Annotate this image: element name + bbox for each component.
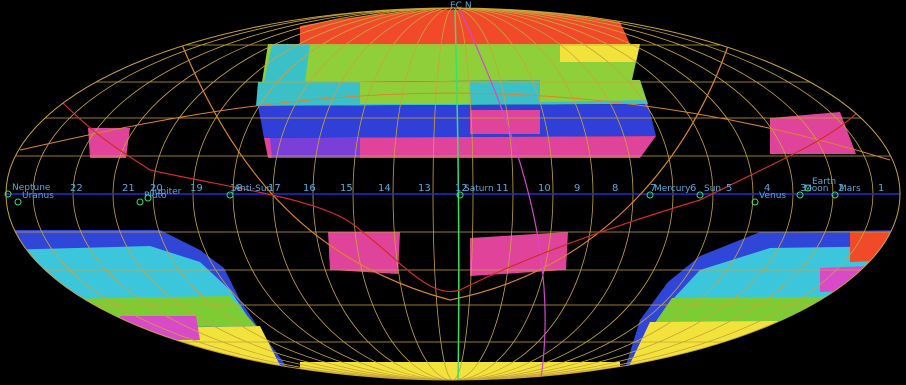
hour-label: 18 bbox=[230, 183, 243, 194]
survey-coverage-mid bbox=[328, 232, 568, 276]
marker-uranus: Uranus bbox=[14, 191, 54, 206]
hour-label: 21 bbox=[122, 183, 135, 194]
marker-label: Earth bbox=[812, 177, 836, 187]
hour-label: 16 bbox=[303, 183, 316, 194]
meridian-magenta bbox=[459, 9, 546, 380]
marker-jupiter: Jupiter bbox=[144, 187, 182, 202]
galactic-plane bbox=[59, 99, 861, 293]
marker-label: Saturn bbox=[464, 184, 494, 194]
marker-saturn: Saturn bbox=[456, 184, 494, 199]
hour-label: 19 bbox=[190, 183, 203, 194]
hour-label: 5 bbox=[726, 183, 732, 194]
marker-label: Sun bbox=[704, 184, 721, 194]
hour-label: 8 bbox=[612, 183, 618, 194]
marker-label: Mars bbox=[839, 184, 861, 194]
hour-label: 15 bbox=[340, 183, 353, 194]
marker-label: Pluto bbox=[144, 191, 167, 201]
hour-label: 10 bbox=[538, 183, 551, 194]
hour-label: 6 bbox=[690, 183, 696, 194]
hour-label: 7 bbox=[650, 183, 656, 194]
hour-label: 22 bbox=[70, 183, 83, 194]
marker-label: Uranus bbox=[22, 191, 54, 201]
marker-mars: Mars bbox=[831, 184, 861, 199]
hour-label: 14 bbox=[378, 183, 391, 194]
marker-label: Neptune bbox=[12, 183, 51, 193]
marker-pluto: Pluto bbox=[136, 191, 167, 206]
marker-venus: Venus bbox=[751, 191, 786, 206]
map-outline bbox=[5, 7, 901, 381]
hour-label: 17 bbox=[268, 183, 281, 194]
marker-neptune: Neptune bbox=[4, 183, 51, 198]
top-label: EC N bbox=[450, 1, 472, 11]
hour-labels: 22 21 20 19 18 17 16 15 14 13 12 11 10 9 8 7 6 5 4 3 2 1 bbox=[70, 183, 884, 194]
hour-label: 11 bbox=[496, 183, 509, 194]
hour-label: 1 bbox=[878, 183, 884, 194]
marker-label: Moon bbox=[804, 184, 828, 194]
meridian-green bbox=[454, 9, 460, 380]
hour-label: 12 bbox=[455, 183, 468, 194]
hour-label: 3 bbox=[800, 183, 806, 194]
hour-label: 13 bbox=[418, 183, 431, 194]
marker-earth: Earth bbox=[804, 177, 836, 192]
hour-label: 9 bbox=[574, 183, 580, 194]
hour-label: 2 bbox=[838, 183, 844, 194]
marker-anti-sun: Anti-Sun bbox=[226, 184, 272, 199]
ecliptic-curve bbox=[179, 39, 731, 301]
ecliptic-curve-secondary bbox=[19, 92, 891, 161]
survey-coverage-north bbox=[88, 9, 856, 158]
marker-label: Jupiter bbox=[151, 187, 182, 197]
marker-mercury: Mercury bbox=[646, 184, 691, 199]
hour-label: 4 bbox=[764, 183, 770, 194]
survey-coverage-south bbox=[6, 230, 900, 380]
marker-label: Venus bbox=[759, 191, 786, 201]
marker-label: Mercury bbox=[654, 184, 691, 194]
marker-sun: Sun bbox=[696, 184, 721, 199]
hour-label: 20 bbox=[150, 183, 163, 194]
marker-label: Anti-Sun bbox=[234, 184, 272, 194]
marker-moon: Moon bbox=[796, 184, 828, 199]
